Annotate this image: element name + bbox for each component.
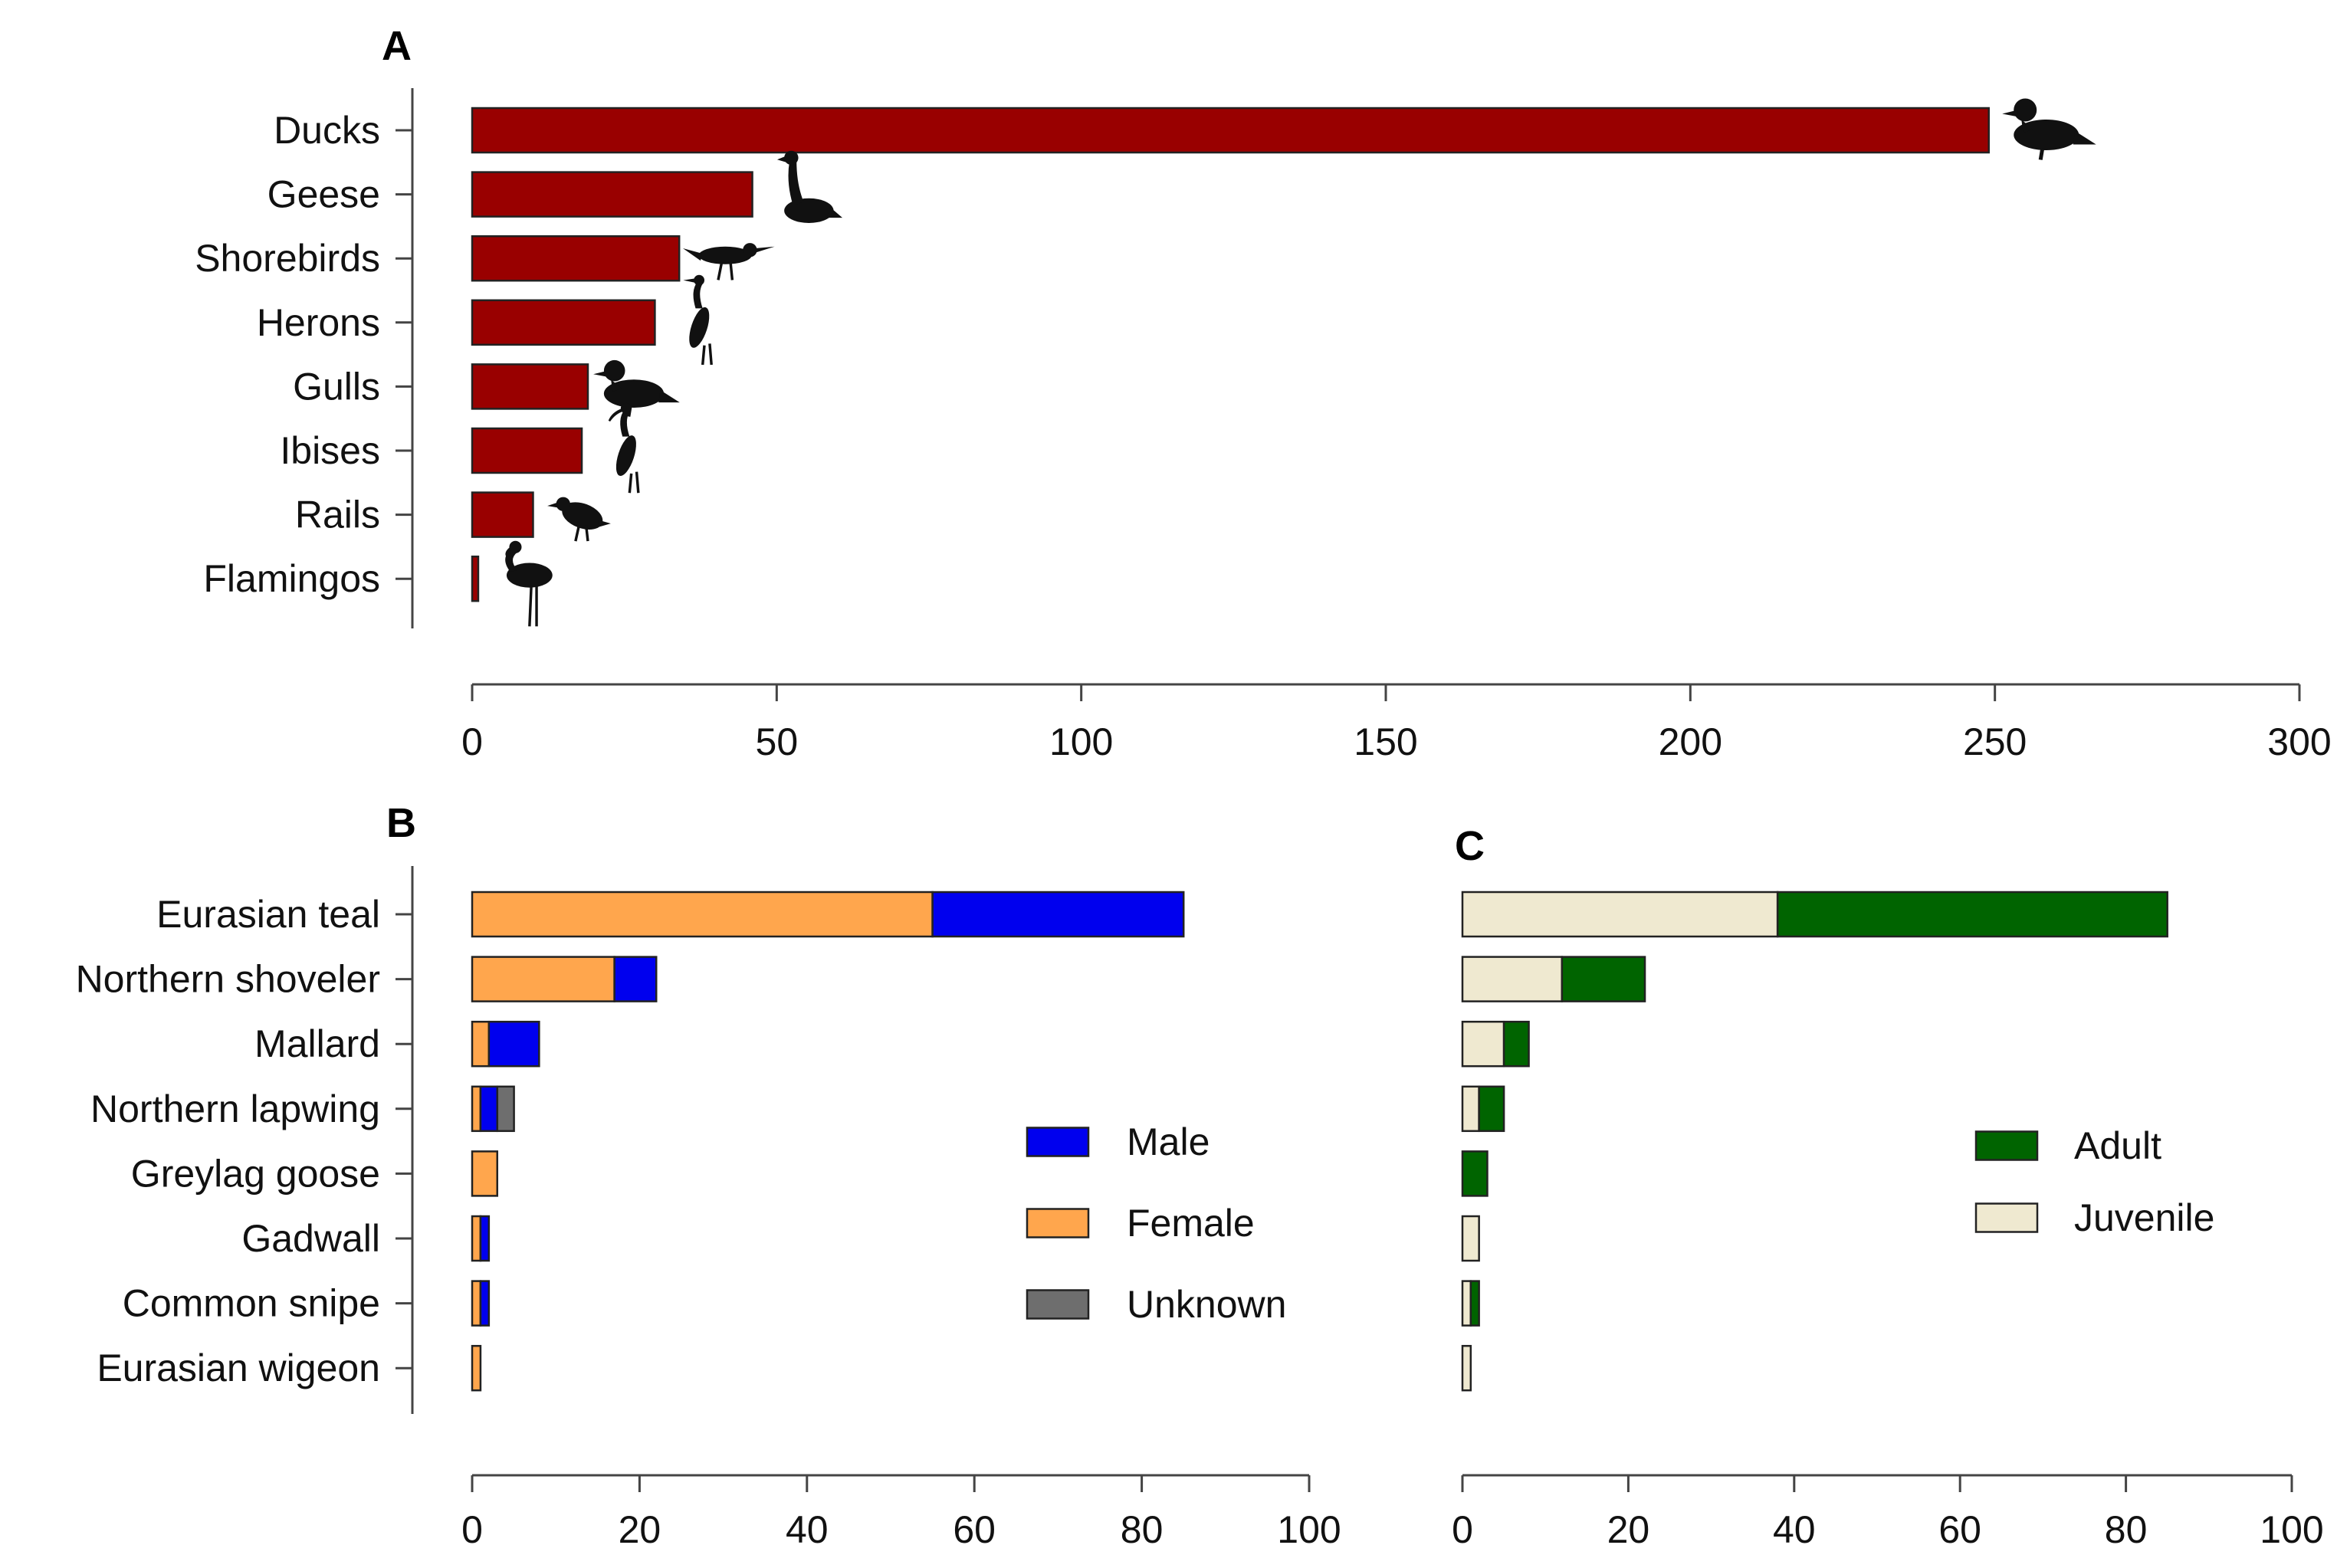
panel-b-bar-eurasian-teal-male — [931, 891, 1185, 938]
panel-b-legend-swatch-unknown — [1026, 1289, 1090, 1320]
panel-a-x-tick-label: 250 — [1963, 720, 2027, 763]
panel-a-category-label-shorebirds: Shorebirds — [195, 237, 380, 280]
panel-a-bar-ducks — [471, 107, 1990, 154]
panel-b-category-label-mallard: Mallard — [254, 1022, 380, 1065]
panel-b-bar-northern-lapwing-unknown — [496, 1085, 515, 1133]
panel-letter-b: B — [386, 800, 416, 846]
panel-b-bar-mallard-male — [487, 1020, 540, 1068]
panel-c-bar-northern-lapwing-adult — [1478, 1085, 1505, 1133]
panel-a-x-tick-label: 50 — [756, 720, 799, 763]
panel-b-legend-label-female: Female — [1127, 1202, 1255, 1245]
panel-a-category-label-ducks: Ducks — [274, 109, 380, 152]
panel-c-bar-northern-shoveler-adult — [1561, 956, 1646, 1002]
panel-c-bar-northern-lapwing-juvenile — [1461, 1085, 1480, 1133]
panel-c-bar-eurasian-teal-adult — [1776, 891, 2168, 938]
panel-b-category-label-northern-shoveler: Northern shoveler — [76, 958, 380, 1001]
panel-a-x-tick-label: 100 — [1049, 720, 1113, 763]
heron-silhouette-icon — [683, 274, 713, 366]
shorebird-silhouette-icon — [682, 243, 775, 280]
panel-b-category-label-common-snipe: Common snipe — [123, 1282, 380, 1325]
panel-c-bar-eurasian-teal-juvenile — [1461, 891, 1779, 938]
panel-b-x-tick-label: 20 — [619, 1508, 661, 1551]
panel-a-bar-rails — [471, 491, 534, 538]
panel-b-bar-eurasian-teal-female — [471, 891, 934, 938]
panel-b-x-tick-label: 80 — [1121, 1508, 1164, 1551]
panel-a-category-label-ibises: Ibises — [280, 429, 380, 472]
panel-b-bar-greylag-goose-female — [471, 1150, 499, 1197]
panel-a-category-label-geese: Geese — [268, 173, 380, 216]
panel-b-bar-northern-lapwing-male — [479, 1085, 499, 1133]
panel-c-bar-common-snipe-adult — [1469, 1280, 1480, 1327]
panel-c-legend-label-adult: Adult — [2074, 1124, 2161, 1167]
panel-a-x-tick-label: 0 — [461, 720, 483, 763]
panel-a-bar-herons — [471, 299, 656, 346]
panel-a-x-tick-label: 200 — [1659, 720, 1722, 763]
panel-b-x-tick-label: 0 — [461, 1508, 483, 1551]
panel-b-legend-swatch-female — [1026, 1208, 1090, 1238]
panel-c-bar-gadwall-juvenile — [1461, 1215, 1480, 1262]
panel-b-category-label-northern-lapwing: Northern lapwing — [90, 1087, 380, 1130]
panel-b-bar-eurasian-wigeon-female — [471, 1344, 482, 1392]
panel-c-bar-common-snipe-juvenile — [1461, 1280, 1472, 1327]
panel-c-x-tick-label: 100 — [2260, 1508, 2323, 1551]
panel-c-legend-label-juvenile: Juvenile — [2074, 1196, 2214, 1239]
panel-a-x-tick-label: 300 — [2267, 720, 2331, 763]
panel-b-category-label-gadwall: Gadwall — [241, 1217, 380, 1260]
panel-b-x-tick-label: 60 — [953, 1508, 996, 1551]
panel-letter-a: A — [382, 23, 412, 69]
panel-a-bar-shorebirds — [471, 235, 681, 282]
panel-c-bar-greylag-goose-adult — [1461, 1150, 1489, 1197]
panel-c-chart: 0 20 40 60 80 100 Adult Juvenile — [1452, 891, 2324, 1551]
panel-a-category-label-herons: Herons — [257, 301, 380, 344]
panel-a-category-label-rails: Rails — [295, 494, 380, 536]
panel-c-bar-eurasian-wigeon-juvenile — [1461, 1344, 1472, 1392]
panel-a-bar-flamingos — [471, 555, 480, 602]
panel-b-category-label-greylag-goose: Greylag goose — [131, 1152, 380, 1195]
gull-silhouette-icon — [593, 359, 680, 417]
panel-b-x-tick-label: 40 — [786, 1508, 829, 1551]
panel-c-bar-mallard-juvenile — [1461, 1020, 1505, 1068]
flamingo-silhouette-icon — [505, 540, 553, 627]
panel-c-x-tick-label: 40 — [1773, 1508, 1816, 1551]
panel-letter-c: C — [1455, 823, 1485, 869]
panel-c-x-tick-label: 20 — [1607, 1508, 1650, 1551]
panel-c-bar-mallard-adult — [1502, 1020, 1530, 1068]
panel-b-legend-swatch-male — [1026, 1127, 1090, 1157]
rail-silhouette-icon — [547, 497, 611, 542]
panel-b-bar-northern-shoveler-male — [613, 956, 658, 1002]
panel-c-bar-northern-shoveler-juvenile — [1461, 956, 1564, 1002]
panel-c-x-tick-label: 80 — [2105, 1508, 2148, 1551]
duck-silhouette-icon — [2002, 98, 2096, 160]
panel-b-chart: 0 20 40 60 80 100 Eurasian teal Northern shovel… — [76, 866, 1341, 1551]
panel-a-bar-geese — [471, 171, 753, 218]
panel-b-category-label-eurasian-teal: Eurasian teal — [156, 893, 380, 936]
panel-b-bar-gadwall-male — [479, 1215, 491, 1262]
panel-a-category-label-gulls: Gulls — [293, 365, 380, 408]
panel-c-x-tick-label: 0 — [1452, 1508, 1473, 1551]
panel-c-legend-swatch-adult — [1974, 1130, 2039, 1161]
panel-b-bar-northern-lapwing-female — [471, 1085, 482, 1133]
panel-b-category-label-eurasian-wigeon: Eurasian wigeon — [97, 1347, 380, 1389]
ibis-silhouette-icon — [608, 402, 640, 494]
panel-a-x-tick-label: 150 — [1354, 720, 1417, 763]
panel-a-bar-ibises — [471, 427, 583, 474]
panel-a-bar-gulls — [471, 363, 589, 410]
panel-b-bar-mallard-female — [471, 1020, 491, 1068]
panel-a-chart: 0 50 100 150 200 250 300 Ducks Geese Shorebirds He… — [195, 88, 2332, 763]
panel-b-bar-common-snipe-male — [479, 1280, 491, 1327]
panel-b-legend-label-male: Male — [1127, 1120, 1210, 1163]
panel-b-x-tick-label: 100 — [1277, 1508, 1341, 1551]
panel-a-category-label-flamingos: Flamingos — [203, 557, 380, 600]
panel-b-legend-label-unknown: Unknown — [1127, 1283, 1286, 1326]
panel-c-legend-swatch-juvenile — [1974, 1202, 2039, 1233]
panel-b-bar-northern-shoveler-female — [471, 956, 615, 1002]
panel-b-bar-common-snipe-female — [471, 1280, 482, 1327]
panel-b-bar-gadwall-female — [471, 1215, 482, 1262]
panel-c-x-tick-label: 60 — [1938, 1508, 1981, 1551]
goose-silhouette-icon — [776, 150, 843, 223]
